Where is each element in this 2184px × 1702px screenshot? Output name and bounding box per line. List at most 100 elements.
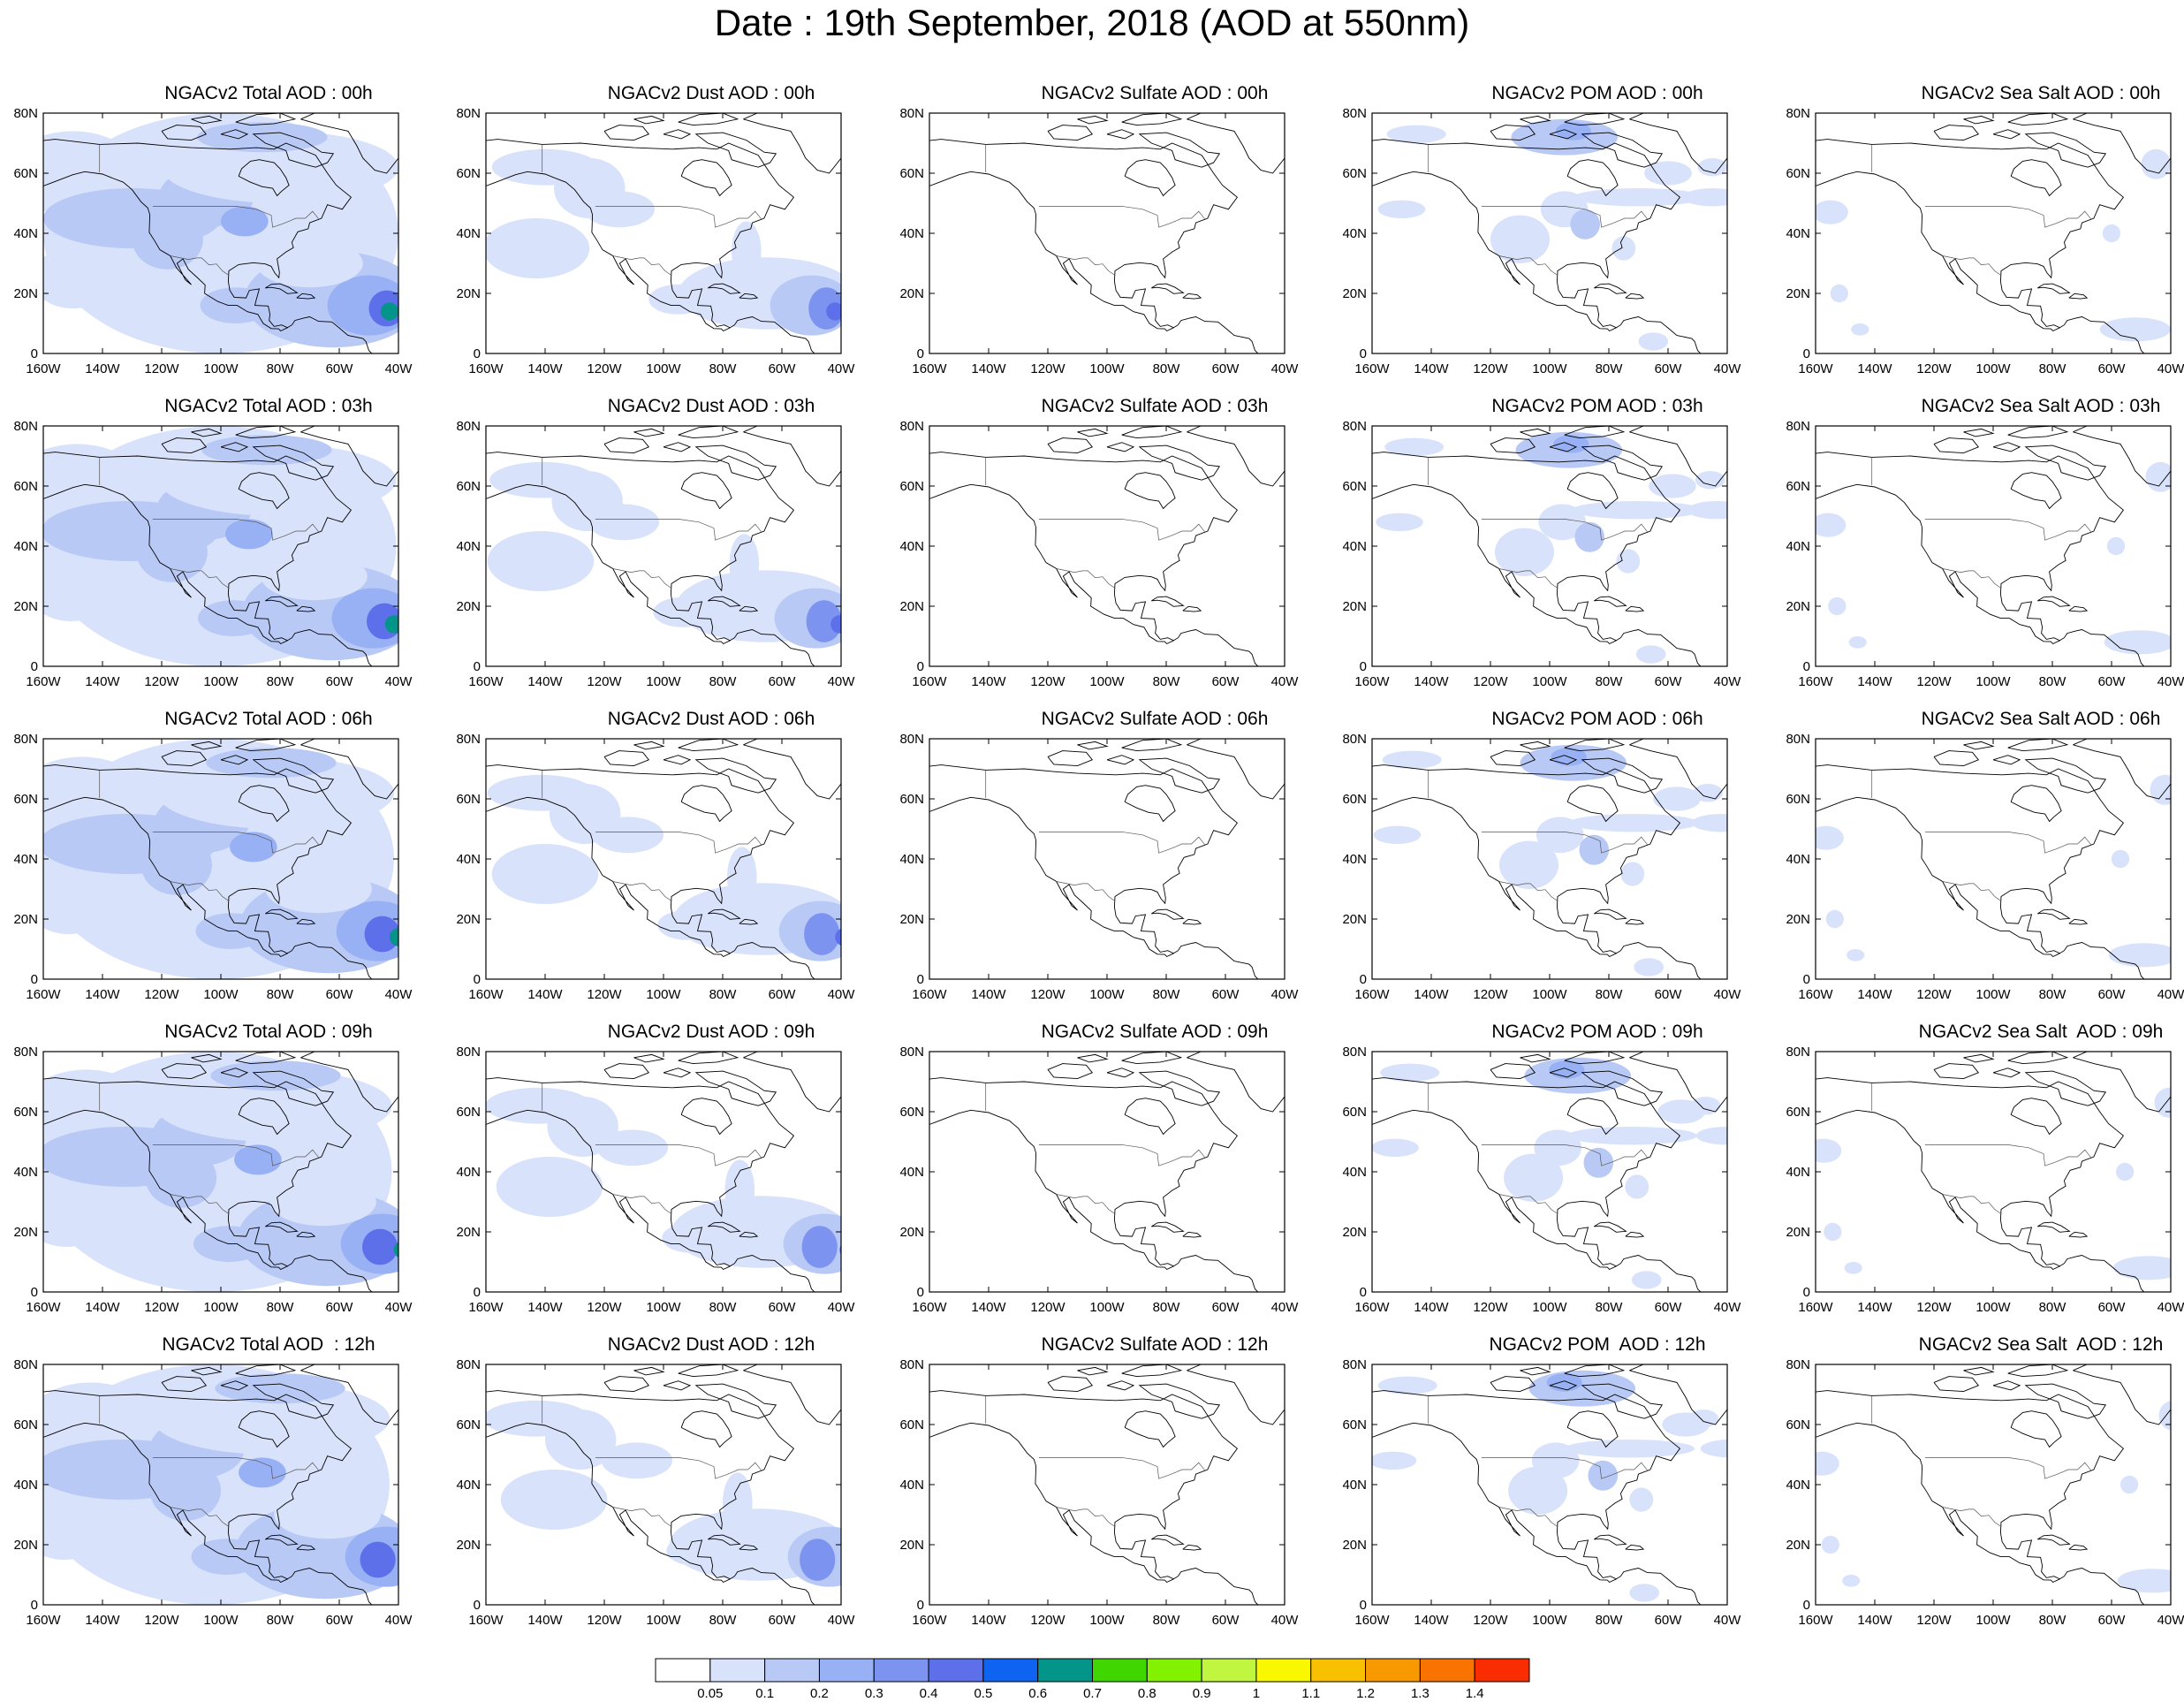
aod-blob bbox=[601, 1442, 672, 1479]
borders bbox=[985, 1395, 1205, 1528]
aod-blob bbox=[1553, 435, 1589, 453]
country-border bbox=[1942, 1507, 2002, 1528]
lat-tick-label: 20N bbox=[1786, 1225, 1810, 1240]
lon-tick-label: 40W bbox=[1714, 674, 1742, 689]
tick-marks bbox=[42, 1364, 399, 1606]
lon-tick-label: 40W bbox=[828, 1300, 856, 1315]
coastline bbox=[1372, 452, 1702, 666]
lon-tick-label: 120W bbox=[144, 674, 179, 689]
lat-tick-label: 0 bbox=[474, 1285, 481, 1300]
aod-blob bbox=[153, 1382, 390, 1455]
coastline bbox=[1372, 1109, 1617, 1271]
country-border bbox=[1924, 832, 2091, 854]
aod-blob bbox=[360, 1541, 396, 1578]
aod-blob bbox=[1536, 817, 1584, 854]
lat-tick-label: 80N bbox=[13, 419, 38, 434]
coastline bbox=[252, 757, 335, 794]
aod-field bbox=[486, 1087, 841, 1274]
coastline bbox=[2007, 739, 2069, 752]
lat-tick-label: 80N bbox=[456, 106, 481, 121]
map-plot: 0 20N 40N 60N 80N 160W 140W 120W 100W 80W 60W 40W bbox=[13, 732, 413, 1002]
coastline bbox=[1151, 283, 1185, 294]
lon-tick-label: 60W bbox=[2098, 674, 2127, 689]
aod-blob bbox=[1695, 471, 1725, 490]
lon-tick-label: 80W bbox=[1153, 1300, 1181, 1315]
country-border bbox=[612, 881, 672, 902]
country-border bbox=[1498, 568, 1558, 589]
coastline bbox=[220, 755, 249, 765]
borders bbox=[1428, 1083, 1648, 1215]
lon-tick-label: 120W bbox=[587, 361, 622, 376]
coastline bbox=[743, 113, 841, 174]
country-border bbox=[1056, 568, 1116, 589]
coastline bbox=[1124, 1410, 1176, 1448]
aod-blob bbox=[487, 531, 595, 591]
lon-tick-label: 80W bbox=[267, 1300, 295, 1315]
tick-marks bbox=[1815, 738, 2172, 980]
coastline bbox=[708, 596, 741, 607]
map-plot: 0 20N 40N 60N 80N 160W 140W 120W 100W 80W 60W 40W bbox=[1786, 419, 2184, 689]
coastlines bbox=[486, 1364, 841, 1605]
aod-blob bbox=[2102, 224, 2121, 243]
lat-tick-label: 60N bbox=[456, 166, 481, 181]
coastline bbox=[1077, 428, 1109, 437]
aod-blob bbox=[1631, 1271, 1662, 1289]
lat-tick-label: 40N bbox=[899, 1165, 924, 1180]
country-border bbox=[170, 1507, 230, 1528]
lat-tick-label: 40N bbox=[456, 1478, 481, 1493]
lon-tick-label: 160W bbox=[912, 361, 947, 376]
tick-marks bbox=[1815, 1364, 2172, 1606]
aod-blob bbox=[1828, 596, 1847, 616]
lon-tick-label: 40W bbox=[828, 674, 856, 689]
coastline bbox=[1124, 1098, 1176, 1136]
coastline bbox=[238, 1098, 290, 1136]
aod-blob bbox=[1816, 200, 1848, 224]
lon-tick-label: 80W bbox=[709, 1613, 738, 1628]
country-border bbox=[1481, 519, 1648, 541]
coastline bbox=[161, 1376, 208, 1393]
lon-tick-label: 140W bbox=[85, 987, 120, 1002]
lat-tick-label: 20N bbox=[1786, 599, 1810, 614]
lat-tick-label: 60N bbox=[1342, 479, 1367, 494]
lat-tick-label: 20N bbox=[1786, 912, 1810, 927]
coastline bbox=[1629, 739, 1727, 800]
aod-blob bbox=[1620, 862, 1645, 886]
coastline bbox=[1077, 1053, 1109, 1063]
colorbar-label: 1.4 bbox=[1466, 1686, 1484, 1701]
coastline bbox=[161, 1063, 208, 1080]
aod-blob bbox=[1693, 784, 1723, 802]
coastline bbox=[1816, 452, 2145, 666]
coastline bbox=[1566, 1098, 1619, 1136]
lon-tick-label: 120W bbox=[1916, 361, 1952, 376]
country-border bbox=[1942, 1194, 2002, 1215]
coastline bbox=[265, 596, 299, 607]
coastline bbox=[2010, 472, 2062, 510]
coastline bbox=[2068, 1231, 2089, 1238]
coastline bbox=[1625, 605, 1645, 612]
lon-tick-label: 80W bbox=[1153, 361, 1181, 376]
lon-tick-label: 140W bbox=[85, 1613, 120, 1628]
lon-tick-label: 80W bbox=[1596, 361, 1624, 376]
lat-tick-label: 20N bbox=[1342, 1225, 1367, 1240]
lat-tick-label: 40N bbox=[456, 1165, 481, 1180]
lon-tick-label: 140W bbox=[1414, 987, 1449, 1002]
borders bbox=[542, 770, 762, 902]
coastline bbox=[1490, 125, 1536, 141]
aod-blob bbox=[191, 1539, 262, 1575]
lat-tick-label: 20N bbox=[1342, 599, 1367, 614]
country-border bbox=[170, 881, 230, 902]
tick-marks bbox=[42, 425, 399, 667]
map-panel-sulfate-4: NGACv2 Sulfate AOD : 12h 0 20N 40N 60N 80N 160… bbox=[899, 1331, 1384, 1644]
map-panel-dust-4: NGACv2 Dust AOD : 12h 0 20N 40N 60N 80N 160W 14… bbox=[456, 1331, 941, 1644]
lon-tick-label: 120W bbox=[1916, 674, 1952, 689]
coastline bbox=[1963, 741, 1995, 750]
coastlines bbox=[929, 426, 1285, 666]
lon-tick-label: 60W bbox=[326, 361, 354, 376]
lat-tick-label: 80N bbox=[1786, 1357, 1810, 1372]
lon-tick-label: 160W bbox=[1354, 1300, 1390, 1315]
lon-tick-label: 100W bbox=[203, 1300, 239, 1315]
lon-tick-label: 140W bbox=[1857, 361, 1892, 376]
coastlines bbox=[929, 1052, 1285, 1292]
lat-tick-label: 0 bbox=[1360, 659, 1367, 674]
aod-blob bbox=[1690, 1097, 1721, 1115]
